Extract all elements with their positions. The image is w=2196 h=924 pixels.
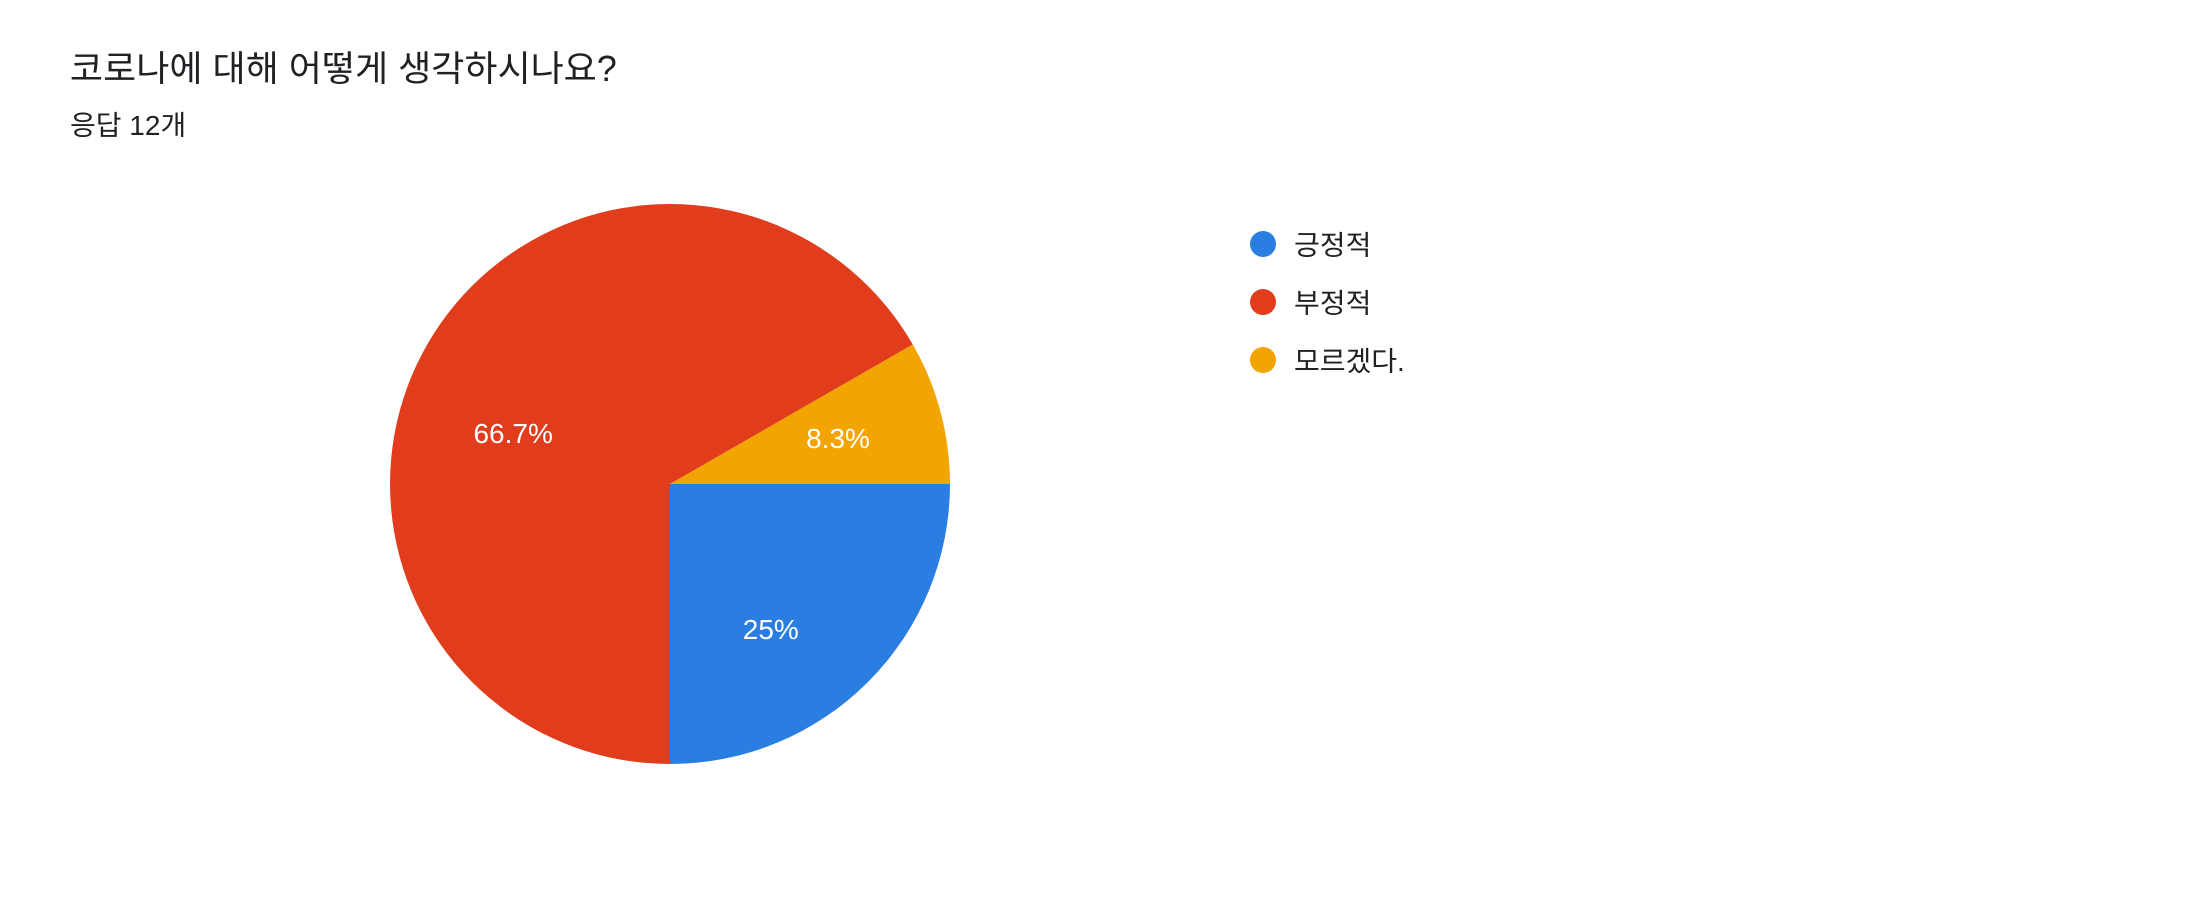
pie-slice-label: 25% <box>743 614 799 646</box>
legend-item: 긍정적 <box>1250 224 1405 264</box>
chart-legend: 긍정적 부정적 모르겠다. <box>1250 204 1405 380</box>
legend-dot-icon <box>1250 231 1276 257</box>
legend-label: 모르겠다. <box>1294 340 1405 380</box>
legend-item: 모르겠다. <box>1250 340 1405 380</box>
legend-dot-icon <box>1250 289 1276 315</box>
pie-slice-label: 8.3% <box>806 423 870 455</box>
pie-slice-label: 66.7% <box>473 418 552 450</box>
legend-item: 부정적 <box>1250 282 1405 322</box>
chart-title: 코로나에 대해 어떻게 생각하시나요? <box>70 40 2126 92</box>
legend-label: 부정적 <box>1294 282 1371 322</box>
chart-subtitle: 응답 12개 <box>70 104 2126 144</box>
pie-chart-wrapper: 25% 66.7% 8.3% <box>390 204 950 764</box>
chart-container: 25% 66.7% 8.3% 긍정적 부정적 모르겠다. <box>70 204 2126 764</box>
pie-chart-svg <box>390 204 950 764</box>
legend-dot-icon <box>1250 347 1276 373</box>
legend-label: 긍정적 <box>1294 224 1371 264</box>
chart-header: 코로나에 대해 어떻게 생각하시나요? 응답 12개 <box>70 40 2126 144</box>
pie-slice <box>670 484 950 764</box>
